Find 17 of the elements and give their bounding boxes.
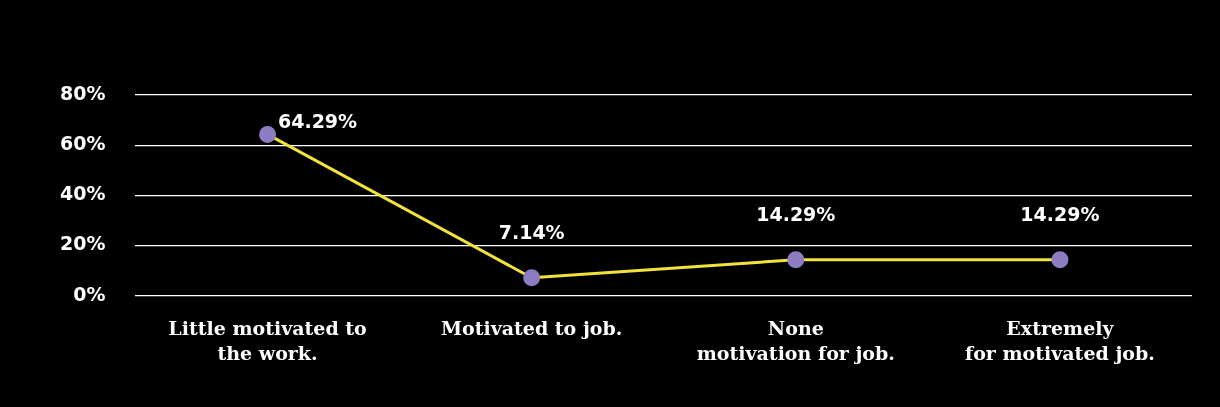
point — [1051, 251, 1069, 269]
x-tick-label: Little motivated to the work. — [168, 316, 367, 364]
x-tick-label: Extremely for motivated job. — [965, 316, 1155, 364]
y-tick-label: 80% — [59, 81, 106, 104]
point — [523, 269, 541, 287]
x-tick-label: Motivated to job. — [441, 316, 623, 339]
data-label: 14.29% — [756, 203, 836, 226]
point — [787, 251, 805, 269]
point — [259, 125, 277, 143]
data-label: 14.29% — [1020, 203, 1100, 226]
data-label: 64.29% — [277, 109, 358, 132]
y-tick-label: 60% — [59, 132, 106, 155]
x-tick-label: None motivation for job. — [696, 316, 895, 364]
data-label: 7.14% — [498, 221, 565, 244]
y-tick-label: 0% — [73, 282, 106, 305]
y-tick-label: 40% — [59, 182, 106, 205]
y-tick-label: 20% — [59, 232, 106, 255]
